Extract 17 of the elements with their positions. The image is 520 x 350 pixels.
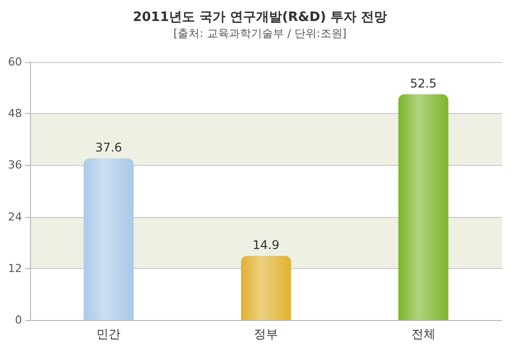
bar: [84, 158, 134, 320]
data-label: 52.5: [410, 76, 437, 90]
y-tick-label: 60: [8, 56, 22, 68]
x-tick-label: 민간: [96, 327, 121, 341]
y-tick-label: 36: [8, 158, 22, 172]
chart-subtitle: [출처: 교육과학기술부 / 단위:조원]: [173, 27, 347, 40]
x-tick-label: 전체: [411, 327, 436, 341]
y-tick-label: 48: [8, 107, 22, 120]
data-label: 37.6: [95, 140, 122, 154]
y-tick-label: 0: [15, 314, 22, 326]
y-tick-label: 12: [8, 262, 22, 275]
y-tick-label: 24: [8, 210, 22, 224]
chart-title: 2011년도 국가 연구개발(R&D) 투자 전망: [132, 10, 388, 25]
bar: [398, 94, 448, 320]
x-tick-label: 정부: [254, 327, 278, 341]
bar: [241, 256, 291, 320]
data-label: 14.9: [252, 238, 280, 252]
